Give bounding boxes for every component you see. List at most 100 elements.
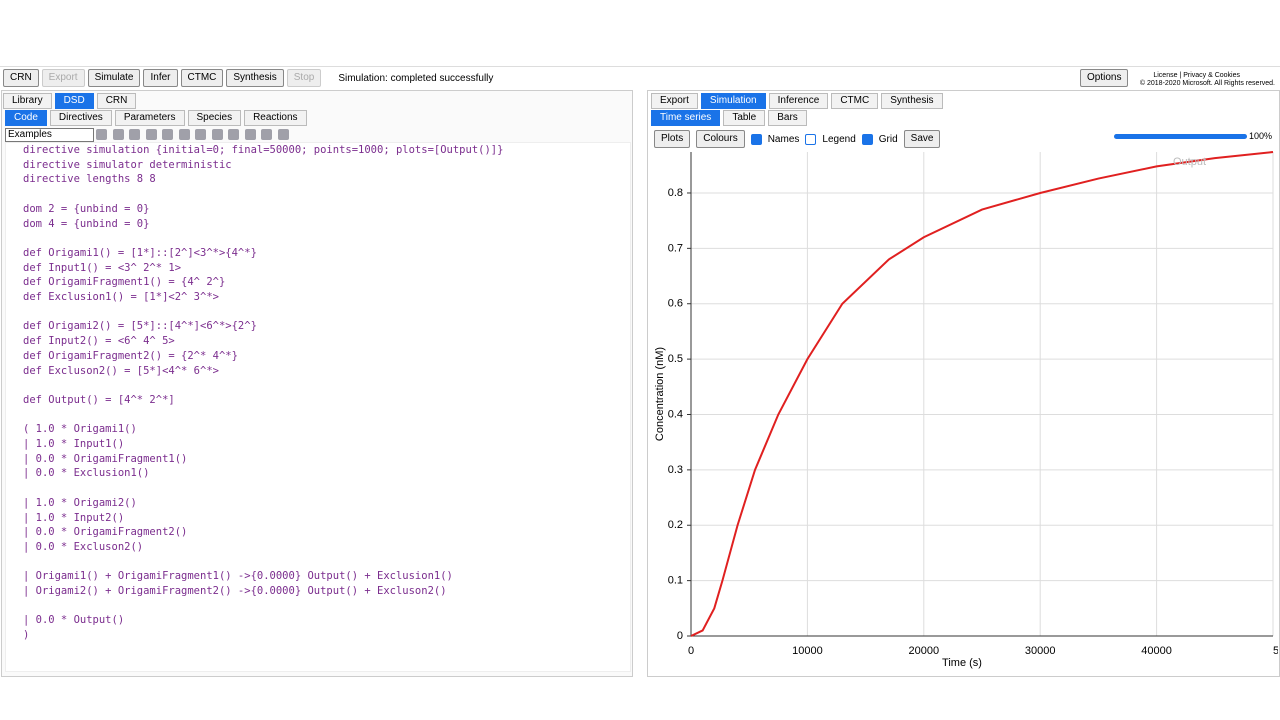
y-tick-label: 0.1 <box>668 575 683 587</box>
subtab[interactable]: Species <box>187 110 242 126</box>
x-tick-label: 0 <box>688 645 694 657</box>
checkbox[interactable] <box>750 133 762 145</box>
x-tick-label: 30000 <box>1025 645 1056 657</box>
editor-icon[interactable] <box>96 129 107 140</box>
code-line: ) <box>23 629 30 642</box>
subtab[interactable]: Reactions <box>244 110 307 126</box>
left-subtabs: Code Directives Parameters Species Reactions <box>5 110 307 126</box>
code-line: | 0.0 * Exclusion1() <box>23 467 150 480</box>
right-panel <box>647 90 1280 677</box>
right-tabs: Export Simulation Inference CTMC Synthesis <box>651 93 943 109</box>
tab[interactable]: DSD <box>54 93 94 109</box>
progress-label: 100% <box>1249 131 1273 141</box>
save-button[interactable]: Save <box>903 130 941 148</box>
code-line: | 0.0 * OrigamiFragment2() <box>23 526 188 539</box>
toolbar-button[interactable]: CTMC <box>180 69 224 87</box>
subtab[interactable]: Time series <box>651 110 721 126</box>
x-tick-label: 500 <box>1273 645 1278 657</box>
editor-icon[interactable] <box>145 129 157 140</box>
x-tick-label: 40000 <box>1141 645 1172 657</box>
x-axis-label: Time (s) <box>942 657 982 669</box>
tab[interactable]: Export <box>651 93 698 109</box>
code-line: def OrigamiFragment1() = {4^ 2^} <box>23 276 226 289</box>
y-tick-label: 0.7 <box>668 242 683 254</box>
options-button[interactable]: Options <box>1080 69 1129 87</box>
series-line <box>690 151 1274 637</box>
checkbox-label: Legend <box>822 133 856 145</box>
code-line: def Origami1() = [1*]::[2^]<3^*>{4^*} <box>23 246 257 259</box>
right-subtabs: Time series Table Bars <box>651 110 807 126</box>
plots-button[interactable]: Plots <box>654 130 691 148</box>
y-tick-label: 0 <box>677 630 683 642</box>
y-axis-label: Concentration (nM) <box>654 347 666 441</box>
tab[interactable]: Simulation <box>700 93 766 109</box>
code-line: def Excluson2() = [5*]<4^* 6^*> <box>23 364 219 377</box>
subtab[interactable]: Bars <box>768 110 807 126</box>
x-tick-label: 20000 <box>909 645 940 657</box>
plot-controls: Plots Colours Names Legend Grid Save <box>654 130 941 148</box>
y-tick-label: 0.3 <box>668 464 683 476</box>
toolbar: CRN Export Simulate Infer CTMC Synthesis Stop S… <box>3 69 493 87</box>
tab[interactable]: CTMC <box>831 93 879 109</box>
code-line: def OrigamiFragment2() = {2^* 4^*} <box>23 349 238 362</box>
code-line: | 0.0 * Excluson2() <box>23 540 144 553</box>
subtab[interactable]: Table <box>723 110 766 126</box>
toolbar-button[interactable]: Synthesis <box>226 69 284 87</box>
code-line: | 0.0 * OrigamiFragment1() <box>23 452 188 465</box>
series-name: Output <box>1173 156 1206 168</box>
code-line: directive simulation {initial=0; final=5… <box>23 144 504 156</box>
code-line: def Input2() = <6^ 4^ 5> <box>23 335 175 348</box>
checkbox-label: Grid <box>878 133 898 145</box>
editor-icon[interactable] <box>195 129 206 140</box>
editor-icon[interactable] <box>162 129 173 140</box>
divider <box>0 66 1280 67</box>
toolbar-button[interactable]: CRN <box>3 69 39 87</box>
license[interactable]: License | Privacy & Cookies <box>1153 72 1240 79</box>
editor-icon[interactable] <box>244 129 256 140</box>
left-tabs: Library DSD CRN <box>3 93 137 109</box>
code-line: dom 4 = {unbind = 0} <box>23 217 150 230</box>
editor-icon[interactable] <box>211 129 223 140</box>
tab[interactable]: Library <box>3 93 52 109</box>
code-line: | Origami1() + OrigamiFragment1() ->{0.0… <box>23 570 453 583</box>
y-tick-label: 0.2 <box>668 519 683 531</box>
editor-icon[interactable] <box>277 129 289 140</box>
code-line: | Origami2() + OrigamiFragment2() ->{0.0… <box>23 585 447 597</box>
subtab[interactable]: Directives <box>49 110 112 126</box>
editor-icon[interactable] <box>178 129 190 140</box>
editor-icon[interactable] <box>129 129 140 140</box>
y-tick-label: 0.8 <box>668 187 683 199</box>
toolbar-button: Stop <box>286 69 322 87</box>
code-line: def Exclusion1() = [1*]<2^ 3^*> <box>23 291 219 303</box>
subtab[interactable]: Code <box>5 110 47 126</box>
toolbar-button[interactable]: Infer <box>143 69 178 87</box>
code-line: | 1.0 * Input2() <box>23 511 125 524</box>
editor-icon[interactable] <box>112 129 124 140</box>
code-line: dom 2 = {unbind = 0} <box>23 202 150 215</box>
copyright: © 2018-2020 Microsoft. All Rights reserv… <box>1139 80 1275 87</box>
progress-bar <box>1114 134 1247 139</box>
subtab[interactable]: Parameters <box>114 110 185 126</box>
code-line: | 0.0 * Output() <box>23 614 125 627</box>
chart: 0 0.1 0.2 0.3 0.4 0.5 0.6 0.7 0.8 0 10000 20000 3000… <box>654 151 1278 669</box>
y-tick-label: 0.4 <box>668 408 683 420</box>
y-tick-label: 0.5 <box>668 353 683 365</box>
code-line: ( 1.0 * Origami1() <box>23 423 137 436</box>
colours-button[interactable]: Colours <box>696 130 745 148</box>
toolbar-button: Export <box>41 69 85 87</box>
toolbar-button[interactable]: Simulate <box>87 69 141 87</box>
code-line: def Origami2() = [5*]::[4^*]<6^*>{2^} <box>23 320 257 333</box>
y-tick-label: 0.6 <box>668 298 683 310</box>
tab[interactable]: Synthesis <box>881 93 943 109</box>
code-line: directive lengths 8 8 <box>23 173 156 186</box>
editor-icon[interactable] <box>228 129 239 140</box>
tab[interactable]: Inference <box>768 93 829 109</box>
tab[interactable]: CRN <box>96 93 137 109</box>
examples-dropdown[interactable]: Examples <box>5 128 94 142</box>
editor-icon[interactable] <box>261 129 272 140</box>
checkbox[interactable] <box>861 133 873 145</box>
code-line: def Output() = [4^* 2^*] <box>23 393 175 406</box>
checkbox[interactable] <box>805 133 817 145</box>
checkbox-label: Names <box>767 133 800 145</box>
